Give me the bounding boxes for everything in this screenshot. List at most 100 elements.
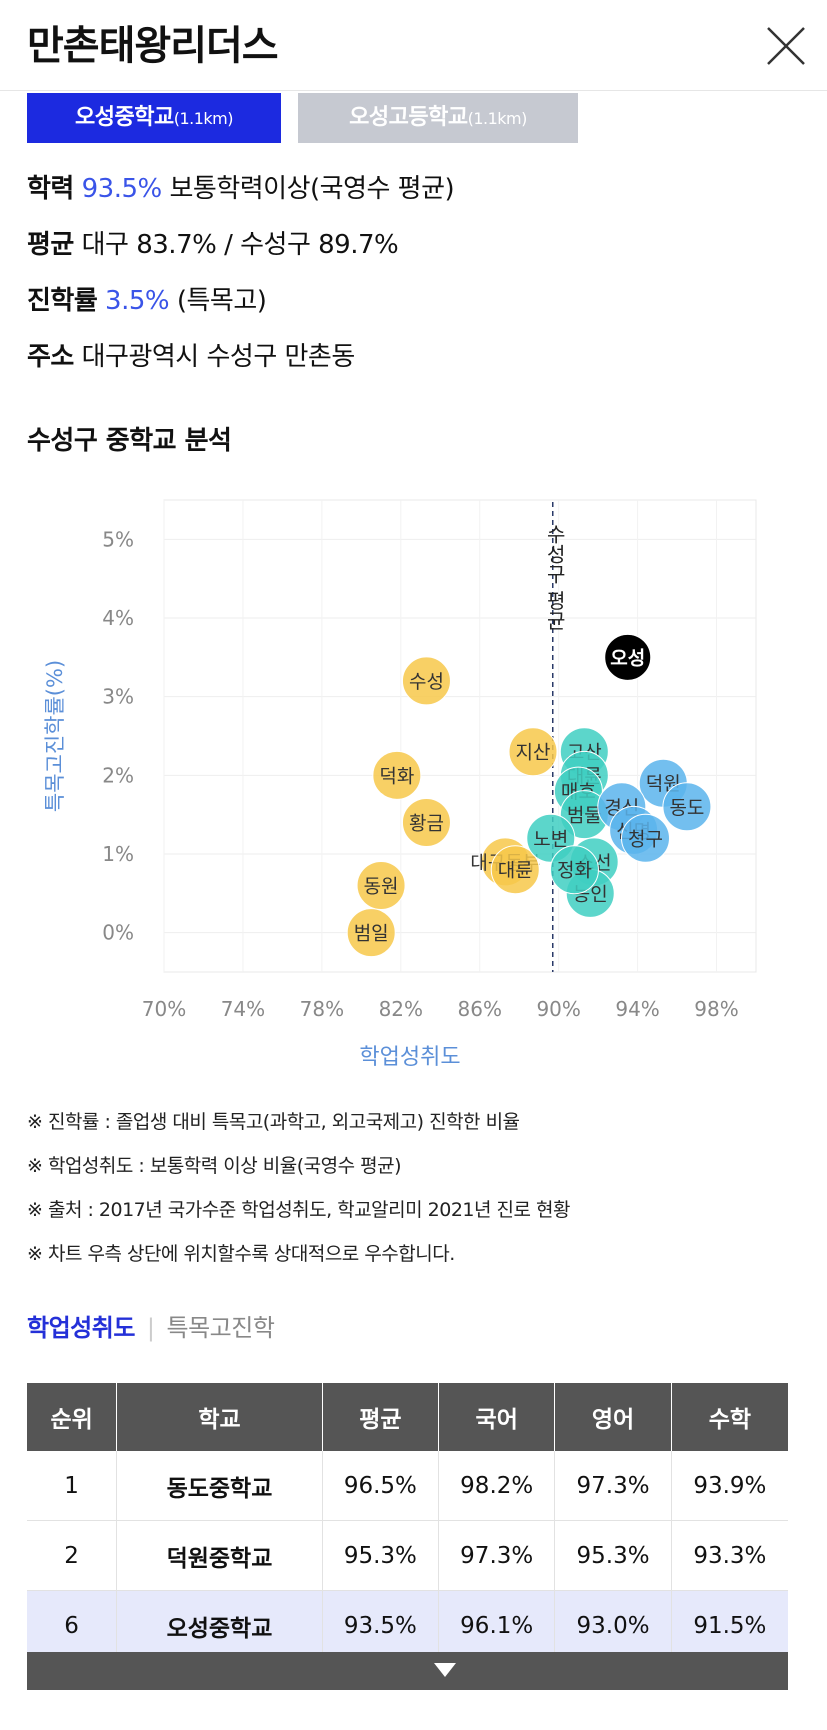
header-math: 수학 [671, 1383, 788, 1451]
advance-info: 진학률 3.5% (특목고) [27, 281, 267, 321]
tab-high-school-name: 오성고등학교 [349, 105, 468, 130]
cell-average: 95.3% [322, 1520, 440, 1591]
tab-achievement[interactable]: 학업성취도 [27, 1314, 135, 1342]
cell-rank: 6 [27, 1590, 118, 1661]
scatter-chart: 0% 1% 2% 3% 4% 5% 70% 74% 78% 82% 86% 90% 94% 98% 수성구 … [43, 499, 757, 1070]
tab-divider: | [146, 1314, 155, 1342]
address-info: 주소 대구광역시 수성구 만촌동 [27, 337, 355, 377]
cell-english: 95.3% [554, 1520, 672, 1591]
address-value: 대구광역시 수성구 만촌동 [81, 342, 356, 372]
cell-school: 동도중학교 [116, 1451, 323, 1521]
academic-label: 학력 [27, 174, 74, 204]
point-label: 범물 [567, 805, 602, 827]
expand-table-button[interactable] [27, 1652, 788, 1690]
note-advance-rate: ※ 진학률 : 졸업생 대비 특목고(과학고, 외고국제고) 진학한 비율 [27, 1111, 520, 1133]
cell-korean: 96.1% [438, 1590, 556, 1661]
tab-middle-school-name: 오성중학교 [75, 105, 174, 130]
point-label: 황금 [409, 813, 444, 835]
chevron-down-icon [434, 1663, 456, 1677]
cell-rank: 1 [27, 1451, 118, 1521]
header-average: 평균 [322, 1383, 440, 1451]
y-axis-label: 특목고진학률(%) [43, 660, 67, 812]
cell-korean: 98.2% [438, 1451, 556, 1521]
point-label: 대륜 [498, 860, 533, 882]
notes: ※ 진학률 : 졸업생 대비 특목고(과학고, 외고국제고) 진학한 비율 ※ … [27, 1100, 571, 1276]
y-tick-label: 4% [102, 606, 134, 630]
scatter-point [490, 845, 540, 895]
header-english: 영어 [554, 1383, 672, 1451]
header-korean: 국어 [438, 1383, 556, 1451]
close-icon[interactable] [762, 22, 810, 70]
table-row: 6 오성중학교 93.5% 96.1% 93.0% 91.5% [27, 1590, 788, 1661]
y-tick-label: 1% [102, 842, 134, 866]
average-info: 평균 대구 83.7% / 수성구 89.7% [27, 225, 399, 265]
average-value: 대구 83.7% / 수성구 89.7% [81, 230, 399, 260]
x-tick-label: 82% [379, 997, 423, 1021]
scatter-point [346, 908, 396, 958]
average-reference-label: 수성구 평균 [543, 524, 567, 630]
average-label: 평균 [27, 230, 74, 260]
cell-school: 덕원중학교 [116, 1520, 323, 1591]
rank-tabs: 학업성취도 | 특목고진학 [27, 1308, 275, 1343]
x-axis-label: 학업성취도 [359, 1045, 460, 1070]
point-label: 청구 [628, 828, 663, 850]
scatter-point [620, 813, 670, 863]
advance-desc: (특목고) [176, 286, 267, 316]
point-label: 동도 [669, 797, 704, 819]
scatter-point [372, 750, 422, 800]
tab-middle-school-distance: (1.1km) [173, 109, 234, 128]
point-label: 덕화 [379, 765, 414, 787]
tab-high-school-distance: (1.1km) [467, 109, 528, 128]
cell-school: 오성중학교 [116, 1590, 323, 1661]
note-achievement: ※ 학업성취도 : 보통학력 이상 비율(국영수 평균) [27, 1155, 402, 1177]
advance-label: 진학률 [27, 286, 98, 316]
address-label: 주소 [27, 342, 74, 372]
table-row: 2 덕원중학교 95.3% 97.3% 95.3% 93.3% [27, 1520, 788, 1591]
advance-value: 3.5% [105, 286, 170, 316]
x-tick-label: 90% [536, 997, 580, 1021]
page-title: 만촌태왕리더스 [27, 23, 279, 69]
y-tick-label: 3% [102, 685, 134, 709]
cell-english: 93.0% [554, 1590, 672, 1661]
section-title: 수성구 중학교 분석 [27, 426, 232, 456]
y-tick-label: 5% [102, 527, 134, 551]
tab-high-school[interactable]: 오성고등학교(1.1km) [298, 93, 578, 143]
note-interpretation: ※ 차트 우측 상단에 위치할수록 상대적으로 우수합니다. [27, 1243, 455, 1265]
table-row: 1 동도중학교 96.5% 98.2% 97.3% 93.9% [27, 1451, 788, 1521]
header-rank: 순위 [27, 1383, 118, 1451]
scatter-point [508, 727, 558, 777]
y-tick-label: 0% [102, 921, 134, 945]
cell-rank: 2 [27, 1520, 118, 1591]
point-label: 노변 [533, 828, 568, 850]
point-label: 수성 [409, 671, 444, 693]
point-label: 정화 [557, 860, 592, 882]
header-school: 학교 [116, 1383, 323, 1451]
note-source: ※ 출처 : 2017년 국가수준 학업성취도, 학교알리미 2021년 진로 … [27, 1199, 571, 1221]
cell-math: 91.5% [671, 1590, 788, 1661]
x-tick-label: 98% [694, 997, 738, 1021]
table-header-row: 순위 학교 평균 국어 영어 수학 [27, 1383, 788, 1451]
x-tick-label: 86% [458, 997, 502, 1021]
academic-desc: 보통학력이상(국영수 평균) [169, 174, 455, 204]
scatter-point [662, 782, 712, 832]
cell-average: 96.5% [322, 1451, 440, 1521]
y-tick-label: 2% [102, 763, 134, 787]
scatter-point [401, 656, 451, 706]
ranking-table: 순위 학교 평균 국어 영어 수학 1 동도중학교 96.5% 98.2% 97… [27, 1383, 788, 1661]
x-tick-label: 74% [221, 997, 265, 1021]
x-tick-label: 94% [615, 997, 659, 1021]
point-label: 범일 [354, 923, 389, 945]
academic-value: 93.5% [81, 174, 163, 204]
point-label: 동원 [364, 875, 399, 897]
x-tick-label: 78% [300, 997, 344, 1021]
tab-middle-school[interactable]: 오성중학교(1.1km) [27, 93, 281, 143]
scatter-point [604, 633, 652, 681]
point-label: 오성 [610, 647, 645, 669]
tab-special-school[interactable]: 특목고진학 [166, 1314, 275, 1342]
cell-math: 93.3% [671, 1520, 788, 1591]
cell-math: 93.9% [671, 1451, 788, 1521]
x-tick-label: 70% [142, 997, 186, 1021]
cell-english: 97.3% [554, 1451, 672, 1521]
cell-korean: 97.3% [438, 1520, 556, 1591]
scatter-point [549, 845, 599, 895]
